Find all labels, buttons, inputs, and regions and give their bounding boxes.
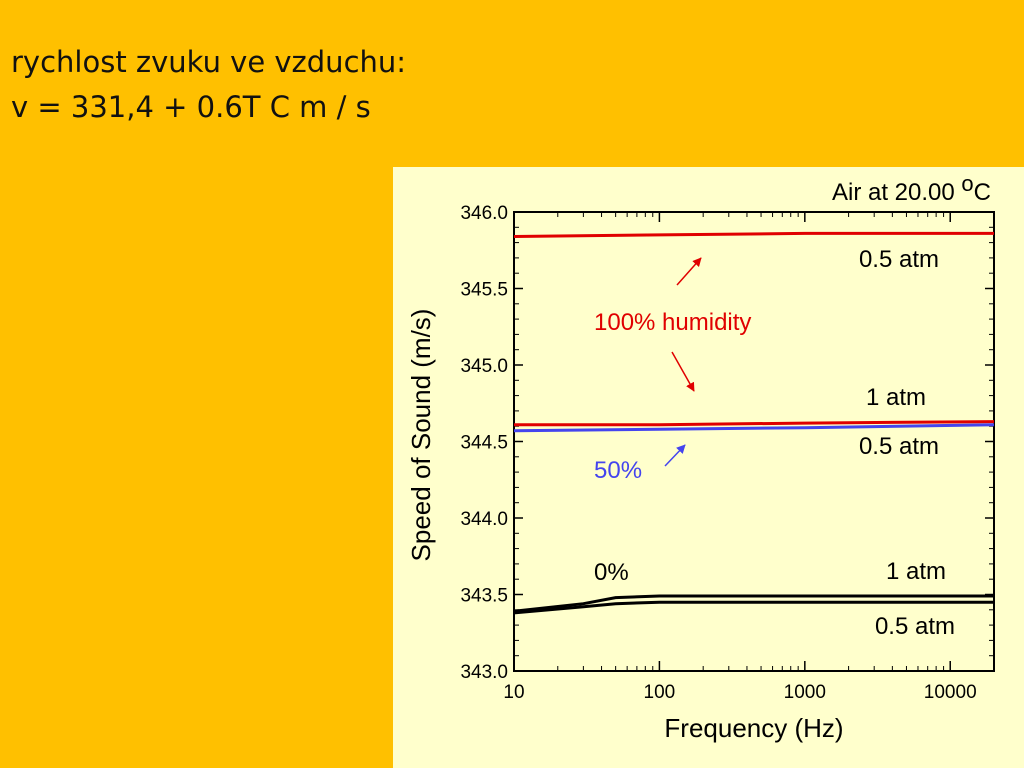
axes: 343.0 343.5 344.0 344.5 345.0 345.5 346.0 10 100… (460, 203, 995, 703)
slide-line-1: rychlost zvuku ve vzduchu: (11, 45, 407, 79)
label-100-humidity: 100% humidity (594, 309, 751, 336)
y-tick-label: 345.0 (460, 356, 508, 377)
arrow-up-red (676, 257, 702, 286)
series-lines (513, 231, 995, 615)
y-tick-label: 344.0 (460, 509, 508, 530)
arrow-down-red (671, 351, 695, 392)
slide-text: rychlost zvuku ve vzduchu: v = 331,4 + 0… (11, 40, 406, 130)
x-tick-label: 1000 (784, 682, 826, 703)
chart-panel: Air at 20.00 oC Frequency (Hz) Speed of … (393, 167, 1024, 768)
y-tick-label: 343.5 (460, 586, 508, 607)
y-tick-label: 346.0 (460, 203, 508, 224)
series-line-100-humidity-1-atm (514, 420, 995, 427)
y-axis-label: Speed of Sound (m/s) (406, 309, 436, 562)
y-tick-label: 343.0 (460, 662, 508, 683)
label-red-0-5-atm: 0.5 atm (859, 246, 939, 273)
speed-of-sound-chart: Air at 20.00 oC Frequency (Hz) Speed of … (406, 171, 995, 743)
chart-title: Air at 20.00 oC (832, 171, 991, 206)
slide-line-2: v = 331,4 + 0.6T C m / s (11, 90, 371, 124)
x-axis-label: Frequency (Hz) (664, 713, 843, 743)
label-0-percent: 0% (594, 559, 629, 586)
label-black-0-5-atm: 0.5 atm (875, 613, 955, 640)
x-tick-label: 10 (503, 682, 524, 703)
y-tick-label: 344.5 (460, 433, 508, 454)
label-black-1-atm: 1 atm (886, 558, 946, 585)
label-red-1-atm: 1 atm (866, 384, 926, 411)
label-50-percent: 50% (594, 457, 642, 484)
series-line-0--1-atm (513, 594, 994, 613)
series-line-100-humidity-0-5-atm (513, 231, 994, 238)
series-line-0--0-5-atm (513, 600, 994, 615)
x-tick-label: 100 (644, 682, 676, 703)
y-tick-label: 345.5 (460, 280, 508, 301)
series-line-50--0-5-atm (513, 423, 995, 433)
arrow-blue (664, 444, 686, 467)
x-tick-label: 10000 (924, 682, 977, 703)
label-blue-0-5-atm: 0.5 atm (859, 433, 939, 460)
